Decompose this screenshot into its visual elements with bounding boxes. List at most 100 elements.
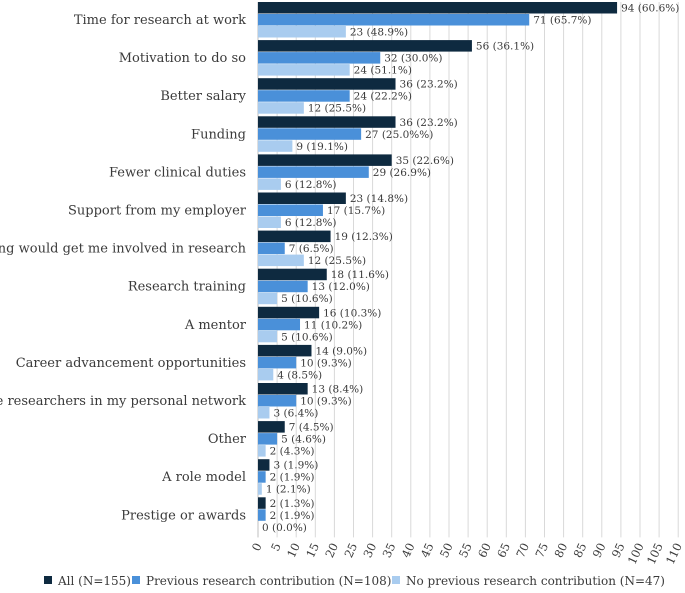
data-label: 3 (6.4%) (273, 408, 318, 420)
bar (258, 368, 274, 381)
data-label: 5 (4.6%) (281, 434, 326, 446)
bar (258, 318, 301, 331)
data-label: 23 (48.9%) (350, 27, 408, 39)
bar (258, 102, 304, 114)
x-tick-label: 95 (609, 541, 628, 560)
legend-swatch (44, 576, 52, 584)
data-label: 27 (25.0%%) (365, 129, 433, 141)
category-labels: Time for research at work Motivation to d… (0, 13, 247, 523)
data-label: 94 (60.6%) (621, 3, 679, 15)
data-label: 29 (26.9%) (373, 167, 431, 179)
data-label: 2 (1.3%) (270, 498, 315, 510)
bar (258, 356, 297, 369)
data-label: 56 (36.1%) (476, 41, 534, 53)
bar (258, 14, 530, 26)
x-tick-label: 110 (663, 541, 685, 567)
category-label: More researchers in my personal network (0, 394, 246, 409)
bar (258, 254, 304, 267)
data-label: 2 (4.3%) (270, 446, 315, 458)
bar (258, 26, 346, 38)
data-label: 32 (30.0%) (384, 53, 442, 65)
data-label: 35 (22.6%) (396, 155, 454, 167)
data-label: 2 (1.9%) (270, 510, 315, 522)
data-label: 4 (8.5%) (277, 369, 322, 381)
category-label: Better salary (160, 89, 246, 104)
data-label: 9 (19.1%) (296, 141, 348, 153)
data-label: 71 (65.7%) (533, 15, 591, 27)
bar (258, 128, 362, 140)
category-label: Time for research at work (74, 13, 246, 28)
bar (258, 421, 285, 433)
bar (258, 78, 396, 90)
data-label: 36 (23.2%) (400, 117, 458, 129)
legend: All (N=155) Previous research contributio… (44, 574, 665, 588)
x-tick-label: 40 (399, 541, 418, 560)
bar (258, 154, 392, 166)
category-label: A role model (161, 470, 246, 485)
x-tick-label: 60 (475, 541, 494, 560)
x-tick-label: 5 (268, 541, 284, 554)
bar (258, 497, 266, 509)
data-label: 24 (22.2%) (354, 91, 412, 103)
bar (258, 52, 381, 64)
bar (258, 204, 323, 216)
bar (258, 509, 266, 521)
data-label: 10 (9.3%) (300, 357, 352, 369)
bar (258, 192, 346, 204)
x-tick-label: 90 (590, 541, 609, 560)
data-label: 24 (51.1%) (354, 65, 412, 77)
bar (258, 64, 350, 76)
data-label: 6 (12.8%) (285, 217, 337, 229)
bar (258, 230, 331, 243)
category-label: Funding (191, 127, 246, 142)
category-label: Research training (128, 280, 246, 295)
x-tick-label: 85 (571, 541, 590, 560)
data-label: 13 (12.0%) (312, 281, 370, 293)
bar (258, 116, 396, 128)
x-tick-label: 75 (532, 541, 551, 560)
category-label: Motivation to do so (119, 51, 246, 66)
data-label: 7 (4.5%) (289, 422, 334, 434)
data-label: 12 (25.5%) (308, 255, 366, 267)
x-tick-label: 65 (494, 541, 513, 560)
x-tick-label: 45 (418, 541, 437, 560)
data-label: 19 (12.3%) (335, 231, 393, 243)
legend-swatch (392, 576, 400, 584)
bar (258, 344, 312, 357)
data-label: 5 (10.6%) (281, 331, 333, 343)
x-tick-label: 80 (551, 541, 570, 560)
bar (258, 330, 278, 343)
bar (258, 216, 281, 228)
x-tick-label: 20 (322, 541, 341, 560)
bar (258, 40, 472, 52)
data-label: 23 (14.8%) (350, 193, 408, 205)
data-label: 7 (6.5%) (289, 243, 334, 255)
data-label: 5 (10.6%) (281, 293, 333, 305)
x-tick-label: 30 (360, 541, 379, 560)
category-label: Career advancement opportunities (16, 356, 246, 371)
bar (258, 140, 293, 152)
bars (258, 2, 618, 521)
bar (258, 433, 278, 445)
bar (258, 383, 308, 395)
legend-swatch (132, 576, 140, 584)
bar (258, 306, 320, 319)
bar (258, 445, 266, 457)
data-label: 17 (15.7%) (327, 205, 385, 217)
data-label: 1 (2.1%) (266, 484, 311, 496)
bar (258, 459, 270, 471)
category-label: Fewer clinical duties (109, 165, 246, 180)
data-label: 11 (10.2%) (304, 319, 362, 331)
category-label: Other (208, 432, 247, 447)
data-label: 6 (12.8%) (285, 179, 337, 191)
data-label: 36 (23.2%) (400, 79, 458, 91)
bar (258, 178, 281, 190)
data-label: 13 (8.4%) (312, 384, 364, 396)
bar (258, 471, 266, 483)
x-tick-label: 15 (303, 541, 322, 560)
x-tick-label: 10 (284, 541, 303, 560)
data-label: 10 (9.3%) (300, 396, 352, 408)
bar (258, 395, 297, 407)
legend-label: No previous research contribution (N=47) (406, 574, 665, 588)
